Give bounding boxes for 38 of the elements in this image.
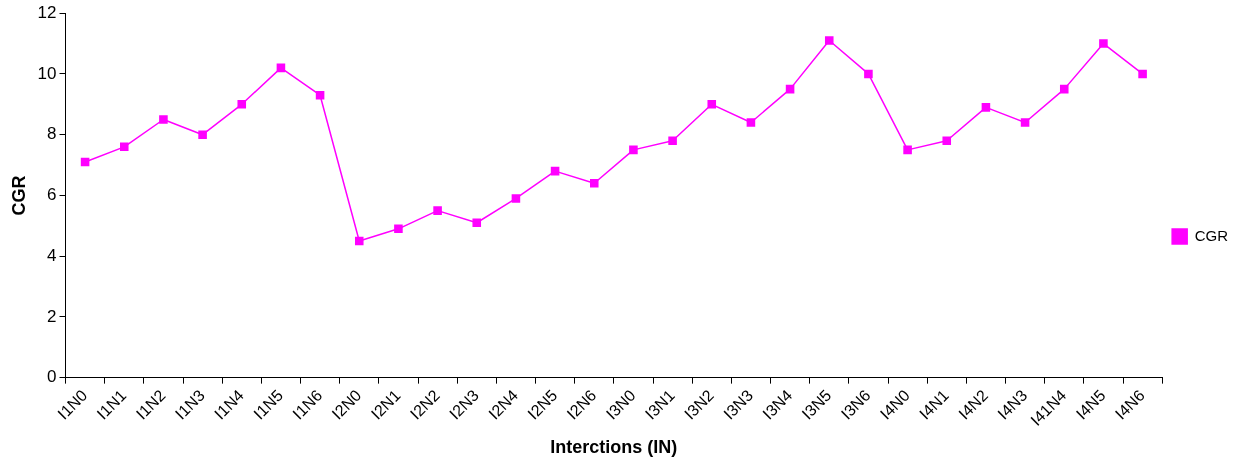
point xyxy=(668,136,677,146)
point xyxy=(1138,69,1147,79)
point xyxy=(394,224,403,234)
point xyxy=(119,142,129,152)
y-tick-label: 8 xyxy=(47,124,57,144)
point xyxy=(1059,84,1069,94)
point xyxy=(159,115,168,124)
point xyxy=(472,218,482,228)
point xyxy=(785,84,795,94)
y-tick-label: 6 xyxy=(47,185,57,205)
point xyxy=(629,145,638,155)
point xyxy=(864,69,873,79)
y-tick-label: 2 xyxy=(47,306,57,326)
x-axis-title: Interctions (IN) xyxy=(550,437,678,458)
point xyxy=(707,100,717,109)
point xyxy=(433,206,442,215)
point xyxy=(1020,118,1030,127)
point xyxy=(746,118,756,127)
point xyxy=(942,136,952,146)
point xyxy=(511,194,521,203)
point xyxy=(903,145,912,155)
point xyxy=(276,63,286,73)
point xyxy=(981,103,991,112)
point xyxy=(315,90,325,100)
y-tick-label: 12 xyxy=(37,2,57,22)
y-axis-title: CGR xyxy=(8,175,29,216)
point xyxy=(198,130,207,139)
point xyxy=(80,157,90,167)
y-tick-label: 10 xyxy=(37,63,57,83)
point xyxy=(550,166,560,176)
point xyxy=(237,100,247,109)
legend-label: CGR xyxy=(1194,226,1229,244)
y-tick-label: 4 xyxy=(47,245,57,265)
point xyxy=(354,236,364,246)
point xyxy=(1099,39,1108,48)
y-tick-label: 0 xyxy=(47,367,57,387)
point xyxy=(824,36,834,45)
point xyxy=(589,178,599,188)
